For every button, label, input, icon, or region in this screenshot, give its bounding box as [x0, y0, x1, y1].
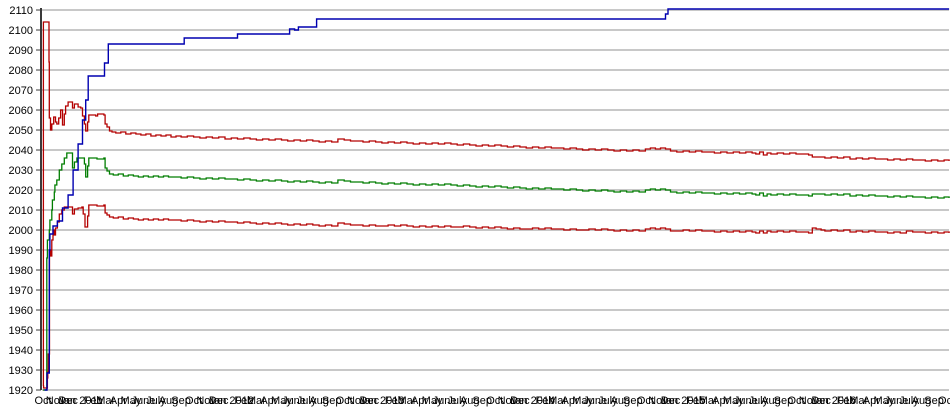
x-tick-label: Feb [385, 395, 404, 407]
x-tick-label: Apr [863, 395, 880, 407]
y-tick-label: 1920 [9, 385, 33, 397]
x-tick-label: July [598, 395, 618, 407]
x-tick-label: May [422, 395, 443, 407]
x-tick-label: June [734, 395, 758, 407]
x-tick-label: Oct [34, 395, 51, 407]
x-tick-label: Dec [58, 395, 78, 407]
y-tick-label: 1950 [9, 325, 33, 337]
x-tick-label: Oct [336, 395, 353, 407]
x-tick-label: Mar [247, 395, 266, 407]
y-tick-label: 2010 [9, 205, 33, 217]
y-tick-label: 2040 [9, 145, 33, 157]
x-tick-label: Mar [397, 395, 416, 407]
y-tick-label: 2100 [9, 25, 33, 37]
x-tick-label: Sep [322, 395, 342, 407]
y-tick-label: 2110 [9, 5, 33, 17]
x-tick-label: Aug [159, 395, 179, 407]
x-tick-label: Aug [912, 395, 932, 407]
x-tick-label: Jan 2014 [510, 395, 555, 407]
x-tick-label: Dec [209, 395, 229, 407]
x-tick-label: Jan 2013 [359, 395, 404, 407]
x-tick-label: July [447, 395, 467, 407]
x-tick-label: Mar [548, 395, 567, 407]
y-tick-label: 1930 [9, 365, 33, 377]
x-tick-label: Sep [472, 395, 492, 407]
x-tick-label: July [749, 395, 769, 407]
y-tick-label: 2060 [9, 105, 33, 117]
x-tick-label: Sep [623, 395, 643, 407]
x-tick-label: May [723, 395, 744, 407]
x-tick-label: Aug [761, 395, 781, 407]
x-tick-label: Apr [110, 395, 127, 407]
x-tick-label: Mar [849, 395, 868, 407]
y-tick-label: 2080 [9, 65, 33, 77]
x-tick-label: Nov [799, 395, 819, 407]
x-tick-label: Apr [260, 395, 277, 407]
x-tick-label: July [146, 395, 166, 407]
x-tick-label: Mar [699, 395, 718, 407]
x-tick-label: Sep [924, 395, 944, 407]
x-tick-label: Dec [510, 395, 530, 407]
x-tick-label: June [433, 395, 457, 407]
x-tick-label: May [271, 395, 292, 407]
x-tick-label: May [572, 395, 593, 407]
x-tick-label: Feb [837, 395, 856, 407]
x-tick-label: Dec [661, 395, 681, 407]
series-green-line [43, 152, 950, 391]
x-tick-label: June [884, 395, 908, 407]
x-tick-label: Nov [648, 395, 668, 407]
x-tick-label: June [131, 395, 155, 407]
x-tick-label: Nov [46, 395, 66, 407]
y-tick-label: 2000 [9, 225, 33, 237]
x-tick-label: Dec [360, 395, 380, 407]
x-tick-label: Aug [460, 395, 480, 407]
y-tick-label: 2070 [9, 85, 33, 97]
x-tick-label: Sep [171, 395, 191, 407]
x-tick-label: Oct [787, 395, 804, 407]
x-tick-label: Feb [84, 395, 103, 407]
x-tick-label: Oct [185, 395, 202, 407]
x-tick-label: May [873, 395, 894, 407]
x-tick-label: Nov [347, 395, 367, 407]
x-tick-label: Jan 2015 [660, 395, 705, 407]
y-tick-label: 1940 [9, 345, 33, 357]
x-tick-label: Dec [811, 395, 831, 407]
x-tick-label: Oct [486, 395, 503, 407]
x-tick-label: Apr [562, 395, 579, 407]
x-tick-label: Feb [536, 395, 555, 407]
x-tick-label: July [899, 395, 919, 407]
x-tick-label: Feb [686, 395, 705, 407]
y-tick-label: 2020 [9, 185, 33, 197]
y-tick-label: 2030 [9, 165, 33, 177]
x-tick-label: Sep [774, 395, 794, 407]
x-tick-label: Jan 2011 [58, 395, 102, 407]
x-tick-label: Jan 2012 [209, 395, 254, 407]
x-tick-label: Feb [234, 395, 253, 407]
x-tick-label: Oct [938, 395, 950, 407]
x-tick-label: June [282, 395, 306, 407]
series-blue-line [44, 8, 950, 391]
y-tick-label: 1990 [9, 245, 33, 257]
y-tick-label: 1970 [9, 285, 33, 297]
x-tick-label: Nov [498, 395, 518, 407]
y-tick-label: 2090 [9, 45, 33, 57]
series-red-lower-line [42, 204, 950, 389]
x-tick-label: Mar [96, 395, 115, 407]
x-tick-label: Aug [611, 395, 631, 407]
x-tick-label: Aug [309, 395, 329, 407]
x-tick-label: Oct [637, 395, 654, 407]
x-tick-label: Apr [411, 395, 428, 407]
x-tick-label: Jan 2016 [811, 395, 856, 407]
x-tick-label: Apr [712, 395, 729, 407]
series-red-upper-line [42, 21, 950, 387]
y-tick-label: 2050 [9, 125, 33, 137]
x-tick-label: Nov [196, 395, 216, 407]
x-tick-label: July [297, 395, 317, 407]
x-tick-label: May [120, 395, 141, 407]
x-tick-label: June [583, 395, 607, 407]
y-tick-label: 1960 [9, 305, 33, 317]
y-tick-label: 1980 [9, 265, 33, 277]
